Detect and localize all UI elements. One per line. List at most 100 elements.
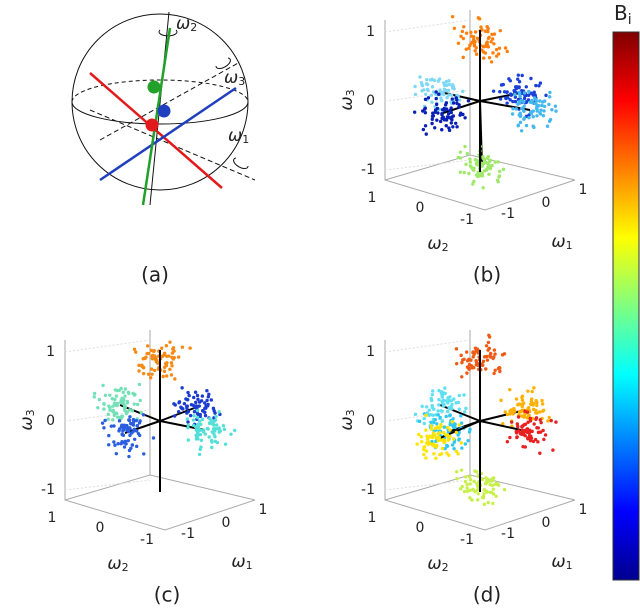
axis-symbol: ω <box>337 96 357 110</box>
scatter-point <box>430 117 434 121</box>
scatter-point <box>426 96 431 100</box>
scatter-point <box>413 412 418 417</box>
scatter-point <box>468 496 472 500</box>
scatter-point <box>542 104 547 109</box>
scatter-point <box>127 391 131 396</box>
scatter-point <box>466 439 470 443</box>
scatter-point <box>527 89 531 94</box>
scatter-point <box>199 422 203 427</box>
scatter-point <box>523 433 527 438</box>
scatter-point <box>125 423 129 428</box>
scatter-point <box>482 502 487 507</box>
scatter-point <box>443 386 447 390</box>
scatter-point <box>122 423 126 427</box>
scatter-point <box>126 438 130 443</box>
scatter-point <box>547 95 552 99</box>
scatter-point <box>501 82 505 87</box>
scatter-point <box>468 157 472 161</box>
scatter-point <box>454 347 459 351</box>
scatter-point <box>216 427 220 431</box>
scatter-point <box>554 109 558 113</box>
y-tick-label: -1 <box>181 526 195 542</box>
scatter-point <box>449 406 453 411</box>
scatter-point <box>511 107 515 111</box>
scatter-point <box>498 28 503 33</box>
scatter-point <box>134 418 139 423</box>
scatter-point <box>194 400 198 405</box>
scatter-point <box>495 178 500 183</box>
scatter-point <box>213 426 217 431</box>
scatter-point <box>450 402 454 407</box>
scatter-point <box>492 42 496 46</box>
scatter-point <box>114 411 119 416</box>
z-tick-label: -1 <box>41 482 55 498</box>
y-tick-label: -1 <box>501 526 515 542</box>
scatter-point <box>459 353 463 358</box>
scatter-point <box>471 182 475 186</box>
scatter-point <box>445 401 450 405</box>
scatter-point <box>196 397 200 401</box>
scatter-point <box>205 404 210 408</box>
scatter-point <box>432 442 436 446</box>
scatter-point <box>515 435 519 440</box>
scatter-point <box>475 488 480 492</box>
scatter-point <box>112 440 116 444</box>
scatter-point <box>487 333 491 337</box>
scatter-point <box>501 422 505 426</box>
scatter-point <box>468 427 472 432</box>
axis-label: ω2 <box>427 234 448 254</box>
scatter-point <box>197 400 202 404</box>
scatter-point <box>430 121 434 126</box>
scatter-point <box>137 382 142 387</box>
scatter-point <box>520 425 524 429</box>
scatter-point <box>527 93 531 97</box>
scatter-point <box>553 104 558 108</box>
scatter-point <box>436 111 440 115</box>
scatter-point <box>424 132 428 136</box>
scatter-point <box>436 438 440 443</box>
scatter-point <box>551 448 555 452</box>
scatter-point <box>428 435 433 439</box>
scatter-point <box>469 30 473 34</box>
axis-symbol: ω <box>427 234 441 254</box>
scatter-point <box>516 429 521 433</box>
scatter-point <box>187 393 191 398</box>
scatter-point <box>429 420 433 425</box>
scatter-point <box>102 426 106 430</box>
scatter-point <box>508 98 512 102</box>
scatter-point <box>481 496 486 500</box>
scatter-point <box>113 397 117 402</box>
scatter-point <box>223 442 228 446</box>
scatter-point <box>467 357 471 362</box>
scatter-point <box>198 414 202 419</box>
scatter-point <box>530 100 534 105</box>
scatter-point <box>188 346 192 350</box>
scatter-point <box>457 407 462 411</box>
scatter-point <box>422 421 426 426</box>
scatter-point <box>456 400 461 405</box>
scatter-point <box>455 101 459 106</box>
axis-subscript: 1 <box>566 559 573 572</box>
scatter-point <box>485 40 489 44</box>
scatter-point <box>433 126 437 130</box>
scatter-point <box>102 407 106 411</box>
scatter-point <box>527 430 532 434</box>
scatter-point <box>486 500 490 505</box>
scatter-point <box>437 397 441 402</box>
scatter-point <box>508 435 512 440</box>
scatter-point <box>447 453 451 457</box>
scatter-point <box>514 107 519 111</box>
scatter-point <box>490 163 494 168</box>
scatter-point <box>413 84 417 89</box>
scatter-point <box>434 456 438 460</box>
scatter-point <box>498 366 502 370</box>
scatter-point <box>480 28 484 32</box>
scatter-point <box>179 405 183 409</box>
scatter-point <box>531 407 536 412</box>
scatter-point <box>209 418 213 423</box>
axis-symbol: ω <box>427 554 441 574</box>
scatter-point <box>200 417 205 422</box>
scatter-point <box>112 413 116 418</box>
scatter-point <box>442 440 446 445</box>
scatter-point <box>539 108 543 112</box>
